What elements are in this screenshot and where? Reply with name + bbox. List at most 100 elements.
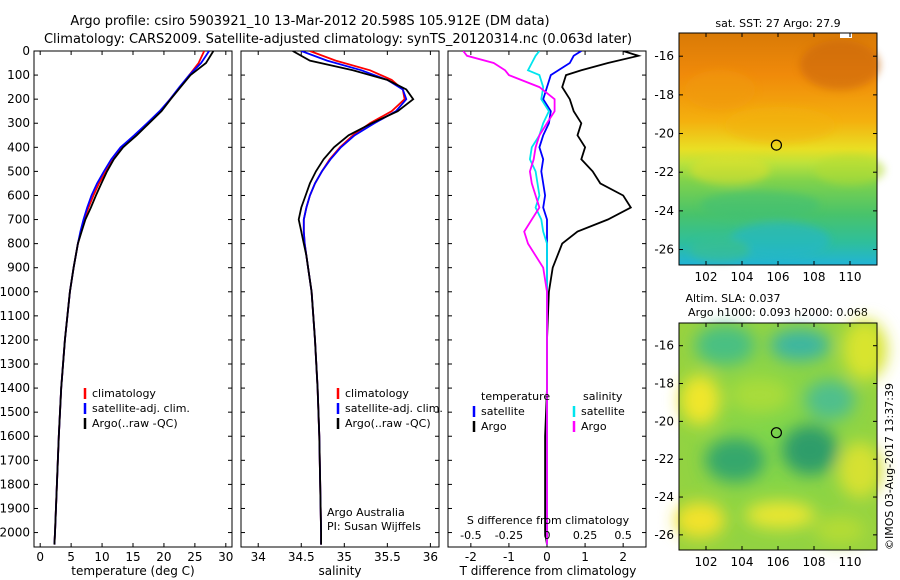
lon-tick-label: 104	[731, 555, 754, 569]
figure-title-line1: Argo profile: csiro 5903921_10 13-Mar-20…	[70, 14, 549, 29]
depth-tick-label: 300	[7, 116, 30, 130]
salinity-x-label: salinity	[318, 564, 361, 578]
x-tick-label: 34.5	[288, 550, 315, 564]
depth-tick-label: 1500	[0, 405, 30, 419]
depth-tick-label: 400	[7, 140, 30, 154]
x-tick-label: 35	[337, 550, 352, 564]
figure-title-line2: Climatology: CARS2009. Satellite-adjuste…	[44, 32, 632, 47]
legend-label: satellite-adj. clim.	[345, 402, 443, 415]
legend-label: Argo(..raw -QC)	[92, 417, 178, 430]
legend-label: satellite	[581, 405, 625, 418]
temperature-axes-frame	[33, 50, 233, 548]
s-diff-tick-label: -0.25	[495, 529, 523, 542]
lat-tick-label: -16	[654, 49, 674, 63]
imos-timestamp-watermark: ©IMOS 03-Aug-2017 13:37:39	[883, 383, 896, 550]
x-tick-label: 5	[67, 550, 75, 564]
legend-label: Argo	[581, 420, 607, 433]
s-difference-label: S difference from climatology	[467, 514, 630, 527]
sla-map-panel: Altim. SLA: 0.037 Argo h1000: 0.093 h200…	[654, 292, 887, 569]
legend-label: Argo	[481, 420, 507, 433]
depth-axis-ticks: 0 100 200 300 400 500 600 700 800 900 1000 1100 1200…	[0, 44, 232, 540]
x-tick-label: 20	[156, 550, 171, 564]
depth-tick-label: 1900	[0, 501, 30, 515]
lat-tick-label: -26	[654, 243, 674, 257]
depth-tick-label: 600	[7, 188, 30, 202]
temperature-legend: climatology satellite-adj. clim. Argo(..ra…	[83, 387, 190, 430]
lon-tick-label: 108	[803, 270, 826, 284]
depth-tick-label: 700	[7, 213, 30, 227]
sst-map-panel: sat. SST: 27 Argo: 27.9 102 104 106 108 110 -…	[654, 17, 885, 284]
sst-texture	[685, 40, 885, 262]
sst-map-ticks: 102 104 106 108 110 -16 -18 -20 -22 -24 -26	[654, 33, 877, 284]
lon-tick-label: 110	[839, 270, 862, 284]
x-tick-label: 1	[581, 550, 589, 564]
sla-map-ticks: 102 104 106 108 110 -16 -18 -20 -22 -24 -26	[654, 323, 877, 569]
sla-map-title-line1: Altim. SLA: 0.037	[685, 292, 780, 305]
legend-label: Argo(..raw -QC)	[345, 417, 431, 430]
depth-tick-label: 1200	[0, 333, 30, 347]
lon-tick-label: 106	[767, 555, 790, 569]
depth-tick-label: 100	[7, 68, 30, 82]
s-diff-tick-label: -0.5	[460, 529, 481, 542]
lat-tick-label: -24	[654, 490, 674, 504]
legend-group-title: temperature	[481, 390, 550, 403]
legend-group-title: salinity	[583, 390, 623, 403]
sst-missing-patch	[840, 33, 852, 38]
lon-tick-label: 104	[731, 270, 754, 284]
depth-tick-label: 1600	[0, 429, 30, 443]
series-line-sal_argo	[462, 51, 556, 545]
x-tick-label: 25	[187, 550, 202, 564]
lon-tick-label: 106	[767, 270, 790, 284]
salinity-panel: 34 34.5 35 35.5 36 climatology satellite-adj.…	[240, 50, 443, 578]
legend-label: climatology	[345, 387, 409, 400]
x-tick-label: 36	[423, 550, 438, 564]
x-tick-label: 0	[36, 550, 44, 564]
lat-tick-label: -26	[654, 528, 674, 542]
depth-tick-label: 1700	[0, 453, 30, 467]
x-tick-label: 34	[251, 550, 266, 564]
s-diff-tick-label: 0.5	[614, 529, 632, 542]
x-tick-label: 35.5	[374, 550, 401, 564]
difference-legend: temperature satellite Argo salinity satellit…	[472, 390, 625, 433]
x-tick-label: -1	[503, 550, 515, 564]
salinity-legend: climatology satellite-adj. clim. Argo(..ra…	[336, 387, 443, 430]
depth-tick-label: 1100	[0, 309, 30, 323]
lon-tick-label: 102	[695, 555, 718, 569]
sla-map-title-line2: Argo h1000: 0.093 h2000: 0.068	[688, 306, 868, 319]
lon-tick-label: 110	[839, 555, 862, 569]
t-difference-label: T difference from climatology	[459, 564, 637, 578]
s-diff-tick-label: 0.25	[573, 529, 598, 542]
salinity-depth-ticks	[241, 50, 439, 534]
s-difference-ticks: -0.5 -0.25 0 0.25 0.5	[460, 529, 632, 542]
lat-tick-label: -20	[654, 414, 674, 428]
temperature-panel: 0100200300400500600700800900100011001200…	[0, 44, 233, 578]
depth-tick-label: 200	[7, 92, 30, 106]
difference-x-ticks: -2 -1 0 1 2	[465, 51, 627, 564]
depth-tick-label: 0	[22, 44, 30, 58]
x-tick-label: -2	[465, 550, 477, 564]
salinity-series	[292, 51, 415, 545]
temperature-x-ticks: 0 5 10 15 20 25 30	[36, 51, 233, 564]
x-tick-label: 2	[619, 550, 627, 564]
sst-argo-location-marker	[770, 139, 783, 151]
x-tick-label: 15	[125, 550, 140, 564]
salinity-axes-frame	[240, 50, 440, 548]
depth-tick-label: 1800	[0, 477, 30, 491]
lon-tick-label: 108	[803, 555, 826, 569]
depth-tick-label: 1400	[0, 381, 30, 395]
depth-tick-label: 2000	[0, 526, 30, 540]
pi-label: PI: Susan Wijffels	[327, 520, 421, 533]
lat-tick-label: -20	[654, 127, 674, 141]
salinity-x-ticks: 34 34.5 35 35.5 36	[251, 51, 438, 564]
depth-tick-label: 1300	[0, 357, 30, 371]
sla-argo-location-marker	[770, 427, 783, 439]
depth-tick-label: 1000	[0, 285, 30, 299]
x-tick-label: 0	[543, 550, 551, 564]
depth-tick-label: 900	[7, 261, 30, 275]
lon-tick-label: 102	[695, 270, 718, 284]
legend-label: climatology	[92, 387, 156, 400]
legend-label: satellite	[481, 405, 525, 418]
lat-tick-label: -24	[654, 204, 674, 218]
series-line-argo	[53, 51, 215, 545]
